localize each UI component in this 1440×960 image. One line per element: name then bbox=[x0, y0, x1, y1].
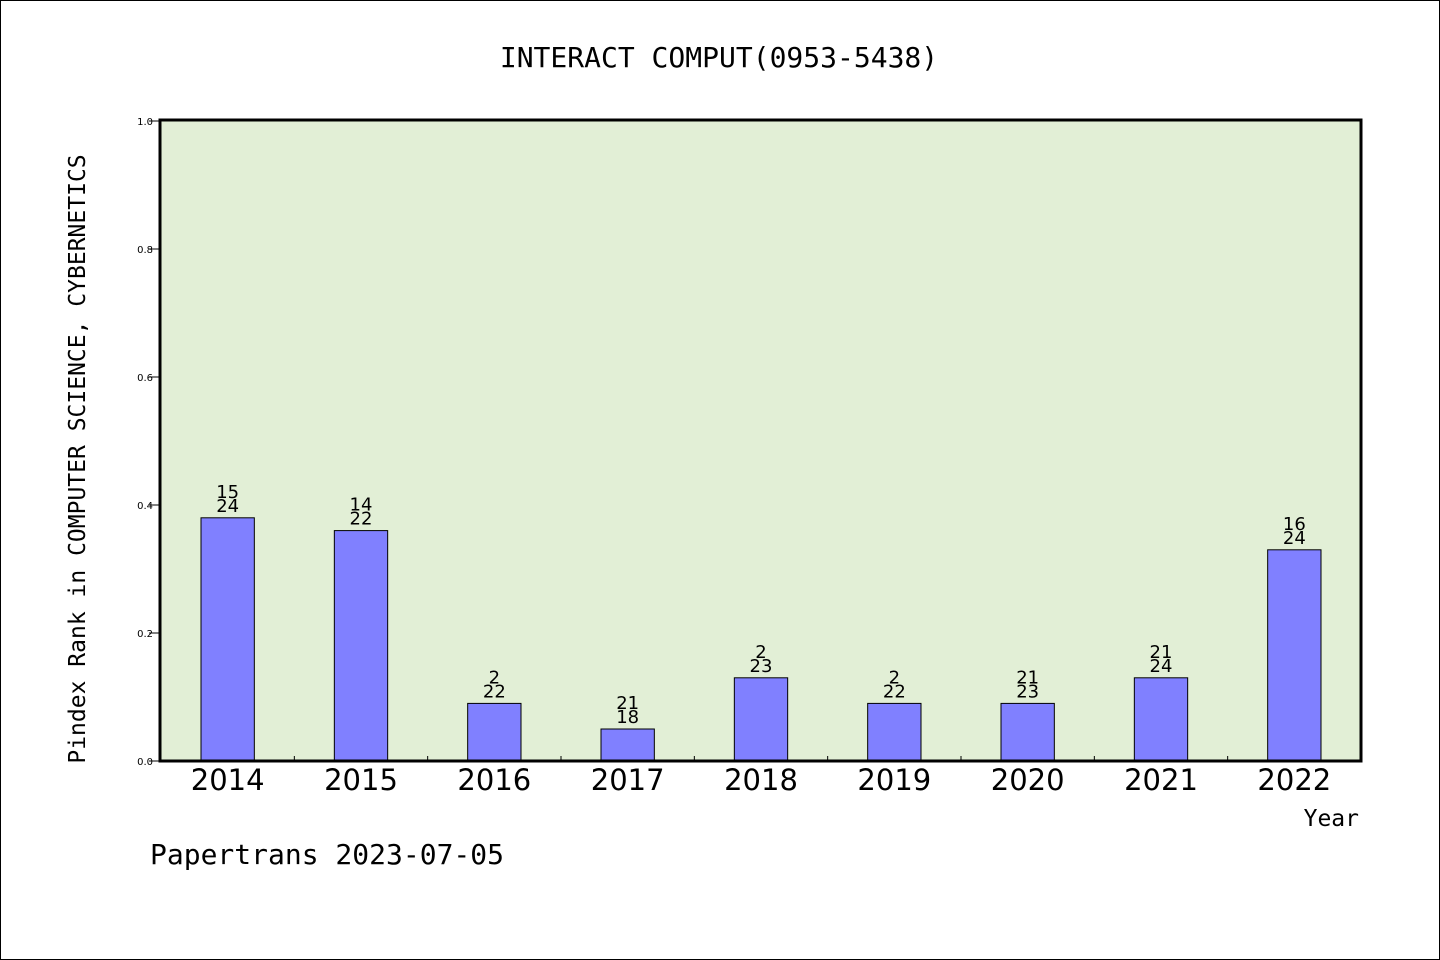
footer-credit: Papertrans 2023-07-05 bbox=[150, 838, 504, 871]
y-tick-label: 0.0 bbox=[137, 757, 153, 768]
chart-title: INTERACT COMPUT(0953-5438) bbox=[500, 41, 938, 74]
bar-label-bottom: 23 bbox=[750, 656, 773, 677]
bar bbox=[733, 677, 789, 762]
bar-label-bottom: 22 bbox=[483, 681, 506, 702]
x-tick-label: 2014 bbox=[191, 763, 265, 797]
bar bbox=[1133, 677, 1189, 762]
x-tick-label: 2022 bbox=[1257, 763, 1331, 797]
bar-label-bottom: 22 bbox=[350, 509, 373, 530]
bar bbox=[333, 530, 389, 762]
bar-label-bottom: 24 bbox=[1150, 656, 1173, 677]
bar bbox=[1000, 702, 1055, 762]
plot-frame bbox=[158, 118, 1363, 763]
bar bbox=[200, 517, 255, 762]
y-axis: 0.0 0.2 0.4 0.6 0.8 1.0 bbox=[137, 117, 161, 768]
x-tick-label: 2020 bbox=[991, 763, 1065, 797]
bar-label-bottom: 22 bbox=[883, 681, 906, 702]
x-tick-label: 2018 bbox=[724, 763, 798, 797]
bar-label-top: 21 bbox=[616, 693, 639, 714]
y-tick-label: 0.4 bbox=[137, 501, 153, 512]
bar-label-top: 2 bbox=[889, 667, 900, 688]
x-axis: 2014 2015 2016 2017 2018 2019 2020 2021 2022 bbox=[191, 756, 1331, 797]
y-tick-label: 0.8 bbox=[137, 245, 153, 256]
y-tick-label: 1.0 bbox=[137, 117, 153, 128]
x-tick-label: 2016 bbox=[457, 763, 531, 797]
bar-label-top: 21 bbox=[1150, 642, 1173, 663]
bar bbox=[867, 702, 922, 762]
bar-label-top: 2 bbox=[489, 667, 500, 688]
x-tick-label: 2019 bbox=[857, 763, 931, 797]
y-tick-label: 0.6 bbox=[137, 373, 153, 384]
bar bbox=[1267, 549, 1322, 762]
bar-label-bottom: 18 bbox=[616, 707, 639, 728]
bar-label-top: 21 bbox=[1016, 667, 1039, 688]
bar-label-bottom: 23 bbox=[1016, 681, 1039, 702]
y-axis-label: Pindex Rank in COMPUTER SCIENCE, CYBERNE… bbox=[65, 154, 91, 763]
y-tick-label: 0.2 bbox=[137, 629, 153, 640]
x-tick-label: 2015 bbox=[324, 763, 398, 797]
bar-label-bottom: 24 bbox=[1283, 528, 1306, 549]
bar-label-bottom: 24 bbox=[216, 496, 239, 517]
bar-label-top: 14 bbox=[350, 495, 373, 516]
bar-label-top: 15 bbox=[216, 482, 239, 503]
bars-group bbox=[200, 517, 1322, 762]
x-tick-label: 2021 bbox=[1124, 763, 1198, 797]
bar bbox=[600, 728, 655, 762]
x-axis-label: Year bbox=[1304, 806, 1359, 832]
bar-label-top: 2 bbox=[755, 642, 766, 663]
bar bbox=[467, 702, 522, 762]
x-tick-label: 2017 bbox=[591, 763, 665, 797]
bar-label-top: 16 bbox=[1283, 514, 1306, 535]
